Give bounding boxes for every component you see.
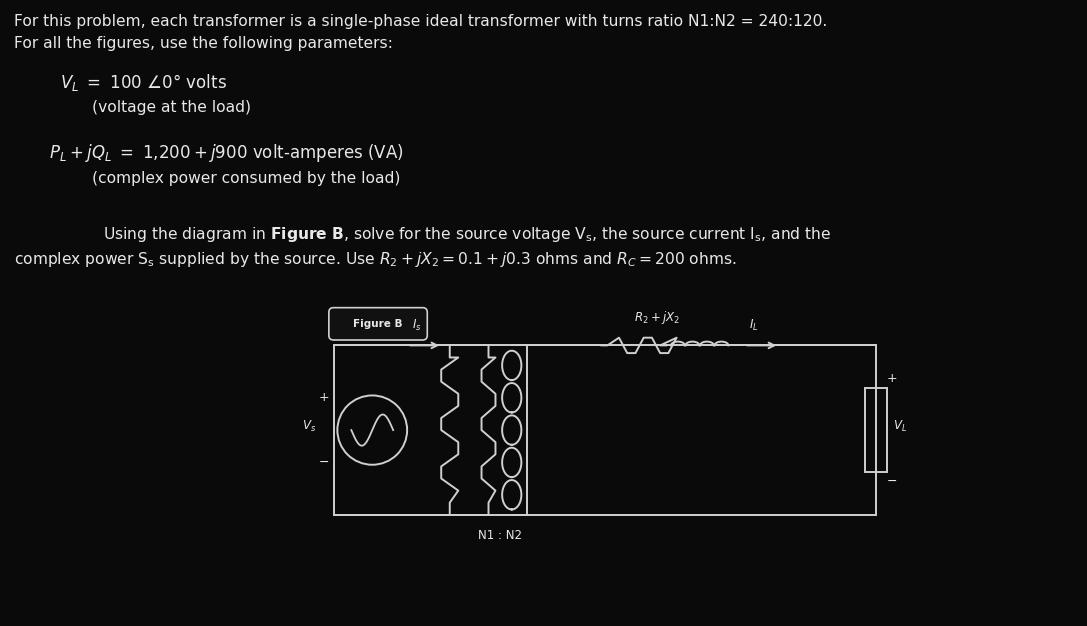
- Text: For all the figures, use the following parameters:: For all the figures, use the following p…: [14, 36, 393, 51]
- Text: complex power $\mathrm{S_s}$ supplied by the source. Use $R_2 + jX_2 = 0.1 + j0.: complex power $\mathrm{S_s}$ supplied by…: [14, 250, 737, 269]
- Text: N1 : N2: N1 : N2: [478, 528, 522, 541]
- FancyBboxPatch shape: [329, 307, 427, 340]
- Text: +: +: [886, 372, 897, 385]
- Text: $V_L\ =\ 100\ \angle 0°\ \mathrm{volts}$: $V_L\ =\ 100\ \angle 0°\ \mathrm{volts}$: [60, 72, 227, 93]
- Text: $R_2 + jX_2$: $R_2 + jX_2$: [634, 309, 680, 326]
- Text: +: +: [318, 391, 329, 404]
- Text: −: −: [318, 456, 329, 469]
- Text: Using the diagram in $\mathbf{Figure\ B}$, solve for the source voltage $\mathrm: Using the diagram in $\mathbf{Figure\ B}…: [103, 225, 832, 244]
- Text: $I_s$: $I_s$: [412, 317, 422, 332]
- Text: $I_L$: $I_L$: [749, 317, 759, 332]
- Text: For this problem, each transformer is a single-phase ideal transformer with turn: For this problem, each transformer is a …: [14, 14, 827, 29]
- Bar: [865, 387, 887, 473]
- Text: $V_s$: $V_s$: [302, 419, 316, 434]
- Text: (voltage at the load): (voltage at the load): [92, 100, 251, 115]
- Text: −: −: [886, 475, 897, 488]
- Text: (complex power consumed by the load): (complex power consumed by the load): [92, 171, 401, 186]
- Text: $V_L$: $V_L$: [894, 419, 908, 434]
- Text: Figure B: Figure B: [353, 319, 403, 329]
- Text: $P_L + jQ_L\ =\ 1{,}200 + j900\ \mathrm{volt\text{-}amperes\ (VA)}$: $P_L + jQ_L\ =\ 1{,}200 + j900\ \mathrm{…: [49, 142, 403, 164]
